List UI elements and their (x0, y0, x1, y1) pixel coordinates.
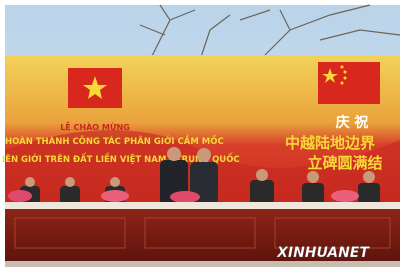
banner-text: 中越陆地边界 (285, 134, 375, 152)
floor (5, 261, 400, 267)
banner-text: 庆 祝 (336, 114, 369, 131)
photo: LỄ CHÀO MỪNG HOÀN THÀNH CÔNG TÁC PHÂN GI… (0, 0, 404, 271)
watermark: XINHUANET (276, 245, 370, 261)
tablecloth-top (5, 202, 400, 209)
banner-text: 立碑圆满结 (307, 154, 382, 172)
china-flag (318, 62, 380, 104)
